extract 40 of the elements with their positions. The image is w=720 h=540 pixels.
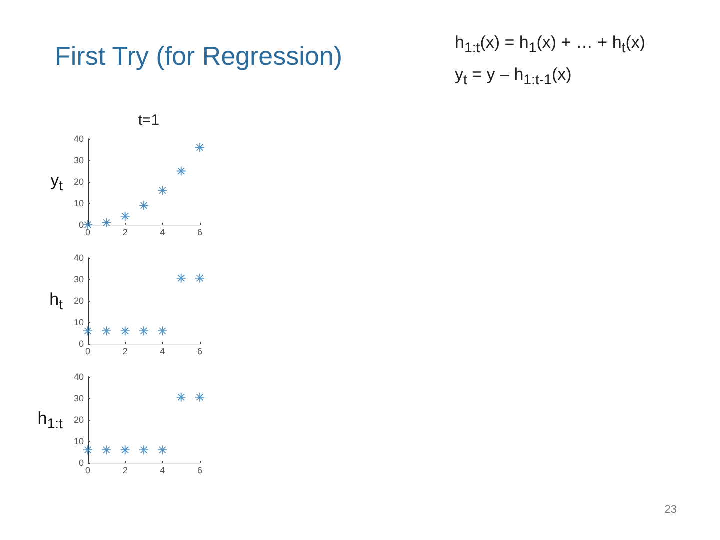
x-tick-label: 4 [160,346,166,356]
y-axis-title: h$_{t}$ [50,289,63,316]
y-tick-label: 30 [74,274,84,284]
y-tick-label: 40 [74,134,84,144]
y-tick-label: 30 [74,156,84,166]
x-tick-label: 4 [160,466,166,476]
y-tick-label: 20 [74,296,84,306]
x-tick-label: 2 [122,228,128,238]
y-tick-label: 30 [74,394,84,404]
chart-subtitle: t=1 [138,112,160,129]
y-axis-title: y$_{t}$ [50,170,63,196]
x-tick-label: 0 [85,346,91,356]
y-tick-label: 10 [74,198,84,208]
text: h$_{1:t}$(x) = h$_{1}$(x) + … + h$_{t}$(x) [455,32,646,58]
y-tick-label: 10 [74,318,84,328]
point [84,220,92,230]
x-tick-label: 6 [197,228,203,238]
y-tick-label: 20 [74,177,84,187]
text: 23 [664,503,677,518]
x-tick-label: 2 [122,466,128,476]
x-tick-label: 0 [85,466,91,476]
y-axis-title: h$_{1:t}$ [38,408,63,434]
point [158,186,168,196]
y-tick-label: 0 [78,220,84,230]
point [102,218,112,228]
x-tick-label: 0 [85,228,91,238]
y-tick-label: 40 [74,253,84,263]
x-tick-label: 2 [122,346,128,356]
y-tick-label: 0 [78,458,84,468]
y-tick-label: 40 [74,372,84,382]
point [120,212,130,221]
y-tick-label: 10 [74,436,84,446]
x-tick-label: 4 [160,228,166,238]
point [196,143,204,152]
y-tick-label: 0 [78,339,84,349]
y-tick-label: 20 [74,415,84,425]
x-tick-label: 6 [197,466,203,476]
x-tick-label: 6 [197,346,203,356]
text: y$_{t}$ = y – h$_{1:t-1}$(x) [455,64,572,90]
chart-title: First Try (for Regression) [55,40,342,72]
